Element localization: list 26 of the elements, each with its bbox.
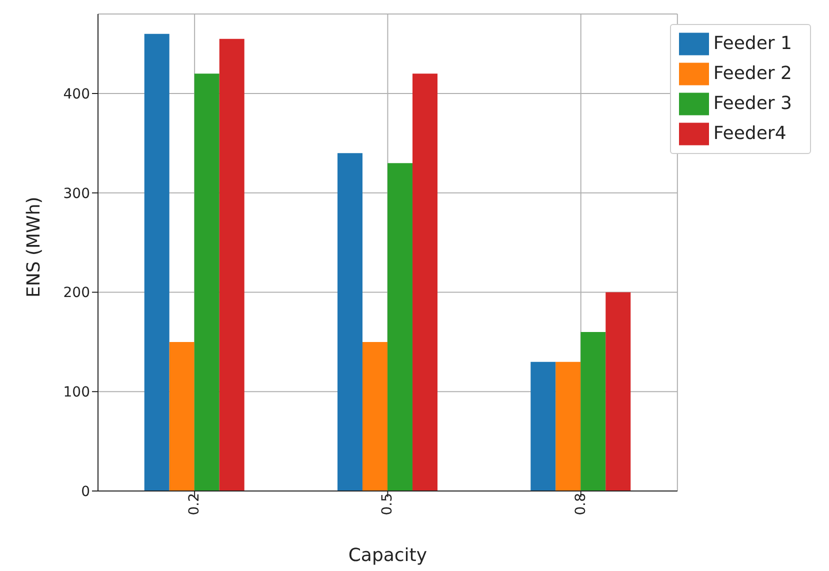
x-axis-title: Capacity xyxy=(348,545,428,566)
bar xyxy=(169,342,194,491)
bar xyxy=(556,362,581,491)
legend-label: Feeder 1 xyxy=(713,32,792,54)
y-tick-label: 200 xyxy=(63,285,90,302)
bar xyxy=(219,38,244,491)
x-tick-label: 0.8 xyxy=(572,493,589,516)
bar xyxy=(362,342,388,491)
y-tick-label: 0 xyxy=(81,484,90,500)
bar xyxy=(606,292,631,491)
x-tick-label: 0.2 xyxy=(186,493,203,516)
legend-label: Feeder 2 xyxy=(713,62,792,84)
bar xyxy=(580,332,606,491)
y-axis-title: ENS (MWh) xyxy=(23,196,44,298)
bar xyxy=(144,34,170,491)
y-tick-label: 300 xyxy=(63,186,90,202)
y-tick-label: 100 xyxy=(63,384,90,401)
bar xyxy=(194,74,220,491)
y-tick-label: 400 xyxy=(63,86,90,102)
x-tick-label: 0.5 xyxy=(380,493,396,516)
legend-label: Feeder 3 xyxy=(713,92,792,114)
bar xyxy=(412,74,438,491)
bar xyxy=(337,153,362,491)
legend-label: Feeder4 xyxy=(713,122,786,144)
bar xyxy=(530,362,556,491)
bar xyxy=(387,163,412,491)
